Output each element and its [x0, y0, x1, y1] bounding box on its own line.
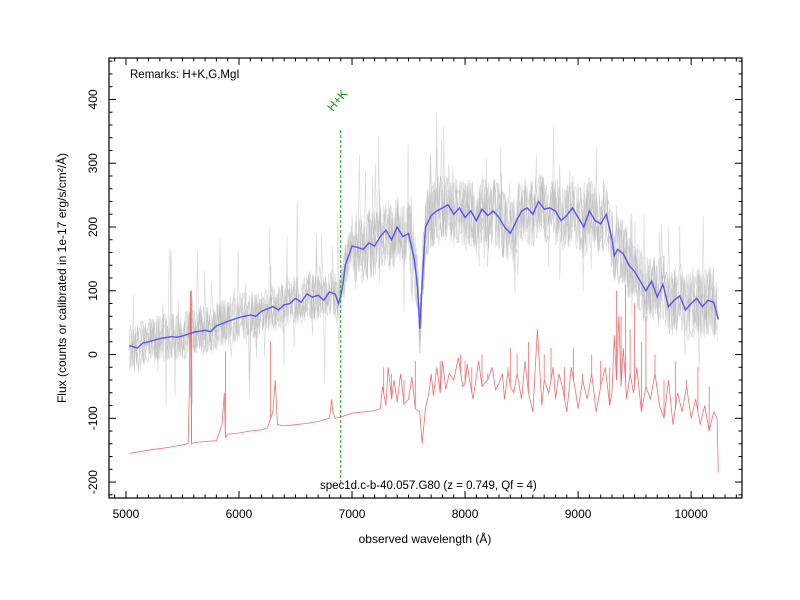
y-tick-label: 300: [86, 153, 100, 173]
smoothed-spectrum-line: [129, 200, 719, 349]
spectrum-caption: spec1d.c-b-40.057.G80 (z = 0.749, Qf = 4…: [320, 480, 537, 492]
remarks-text: Remarks: H+K,G,MgI: [130, 69, 240, 81]
y-axis-label: Flux (counts or calibrated in 1e-17 erg/…: [54, 153, 69, 403]
x-tick-label: 9000: [565, 507, 592, 521]
x-axis-label: observed wavelength (Å): [359, 531, 492, 546]
hk-marker-label: H+K: [324, 87, 350, 114]
x-tick-label: 7000: [339, 507, 366, 521]
y-tick-label: 0: [86, 351, 100, 358]
x-tick-label: 6000: [226, 507, 253, 521]
raw-spectrum-line: [129, 125, 718, 363]
error-spectrum-line: [129, 290, 719, 473]
x-tick-label: 10000: [674, 507, 708, 521]
raw-spectra-layer: [129, 111, 718, 408]
x-tick-label: 8000: [452, 507, 479, 521]
error-spectrum-layer: [129, 284, 719, 473]
y-tick-label: 100: [86, 280, 100, 300]
y-tick-label: 200: [86, 217, 100, 237]
y-tick-label: -100: [86, 406, 100, 430]
x-tick-label: 5000: [113, 507, 140, 521]
raw-spectrum-line: [129, 145, 718, 408]
axis-ticks: 5000 6000 7000 8000 9000 10000 -200 -100 0 100 200…: [86, 58, 742, 521]
y-tick-label: 400: [86, 89, 100, 109]
smoothed-spectrum-layer: [129, 200, 719, 349]
y-tick-label: -200: [86, 470, 100, 494]
